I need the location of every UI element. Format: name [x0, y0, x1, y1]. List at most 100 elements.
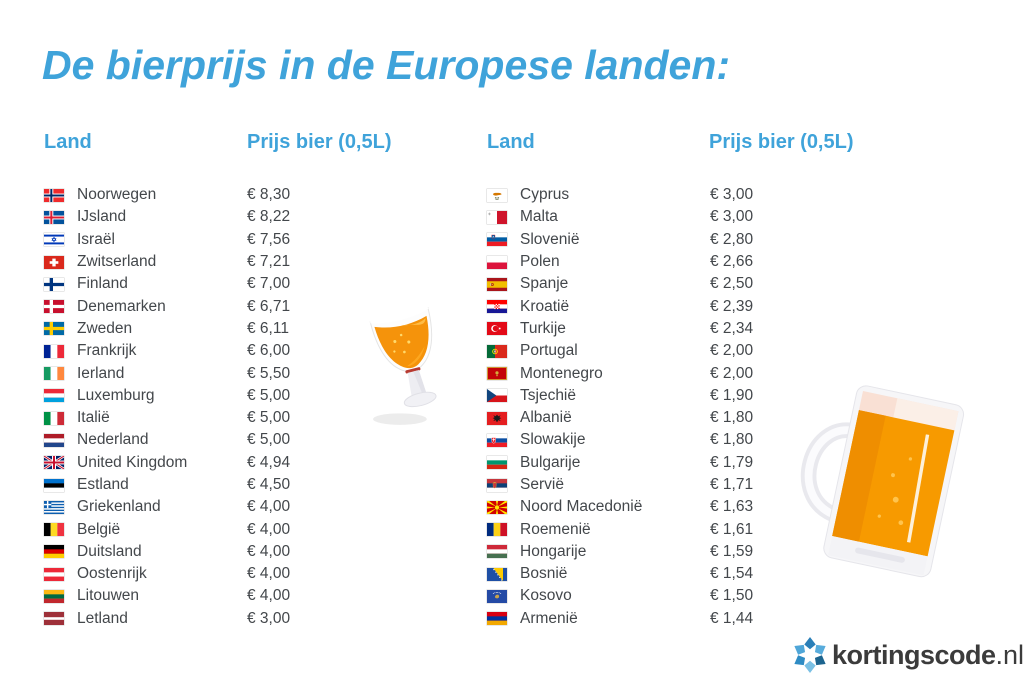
table-row: Ierland € 5,50 [44, 362, 290, 384]
flag-finland-icon [44, 277, 77, 291]
flag-iceland-icon [44, 210, 77, 224]
price-value: € 1,79 [710, 453, 754, 471]
country-name: Frankrijk [77, 342, 137, 360]
flag-estonia-icon [44, 478, 77, 492]
flag-sweden-icon [44, 322, 77, 336]
price-value: € 2,00 [710, 364, 754, 382]
brand-name: kortingscode [832, 639, 996, 670]
table-row: Kroatië € 2,39 [487, 295, 753, 317]
country-name: Griekenland [77, 498, 161, 516]
flag-belgium-icon [44, 523, 77, 537]
table-row: Albanië € 1,80 [487, 407, 753, 429]
flag-latvia-icon [44, 612, 77, 626]
flag-cyprus-icon [487, 188, 520, 202]
country-name: België [77, 520, 121, 538]
price-value: € 4,00 [247, 565, 291, 583]
beer-mug-icon [800, 385, 965, 578]
price-value: € 2,80 [710, 230, 754, 248]
country-name: Portugal [520, 342, 578, 360]
flag-kosovo-icon [487, 589, 520, 603]
price-value: € 3,00 [247, 609, 291, 627]
price-value: € 7,56 [247, 230, 291, 248]
country-name: Kosovo [520, 587, 572, 605]
flag-czechia-icon [487, 389, 520, 403]
brand-logo-icon [794, 636, 826, 674]
flag-norway-icon [44, 188, 77, 202]
price-value: € 2,50 [710, 275, 754, 293]
price-value: € 4,00 [247, 542, 291, 560]
country-name: Kroatië [520, 297, 570, 315]
beer-glass-icon [369, 306, 437, 425]
price-value: € 5,00 [247, 409, 291, 427]
table-row: Turkije € 2,34 [487, 318, 753, 340]
price-value: € 7,00 [247, 275, 291, 293]
beer-mug-illustration [783, 380, 988, 585]
price-value: € 1,50 [710, 587, 754, 605]
price-value: € 4,50 [247, 476, 291, 493]
price-value: € 1,63 [710, 498, 754, 516]
flag-luxembourg-icon [44, 389, 77, 403]
country-name: Finland [77, 275, 128, 293]
country-name: United Kingdom [77, 453, 188, 471]
price-value: € 1,54 [710, 565, 754, 583]
price-value: € 7,21 [247, 253, 291, 271]
country-name: Denemarken [77, 297, 166, 315]
flag-germany-icon [44, 545, 77, 559]
price-value: € 4,94 [247, 453, 291, 471]
brand-logo: kortingscode.nl [791, 636, 1024, 674]
flag-bosnia-icon [487, 567, 520, 581]
table-row: Armenië € 1,44 [487, 608, 753, 630]
flag-poland-icon [487, 255, 520, 269]
price-value: € 1,61 [710, 520, 754, 538]
country-name: Estland [77, 476, 129, 493]
price-value: € 1,59 [710, 542, 754, 560]
price-value: € 6,11 [247, 319, 289, 337]
country-name: Tsjechië [520, 386, 576, 404]
table-row: Malta € 3,00 [487, 206, 753, 228]
column-header-land-right: Land [487, 131, 535, 153]
flag-austria-icon [44, 567, 77, 581]
country-name: IJsland [77, 208, 127, 226]
country-name: Nederland [77, 431, 149, 449]
table-row: Oostenrijk € 4,00 [44, 563, 290, 585]
table-row: Kosovo € 1,50 [487, 585, 753, 607]
beer-glass-illustration [352, 298, 467, 433]
table-row: Finland € 7,00 [44, 273, 290, 295]
table-row: België € 4,00 [44, 518, 290, 540]
table-row: Zwitserland € 7,21 [44, 251, 290, 273]
country-name: Montenegro [520, 364, 603, 382]
table-row: Portugal € 2,00 [487, 340, 753, 362]
country-name: Polen [520, 253, 560, 271]
table-row: Roemenië € 1,61 [487, 518, 753, 540]
flag-spain-icon [487, 277, 520, 291]
table-row: Italië € 5,00 [44, 407, 290, 429]
flag-lithuania-icon [44, 589, 77, 603]
table-row: Bulgarije € 1,79 [487, 452, 753, 474]
flag-romania-icon [487, 523, 520, 537]
brand-wordmark: kortingscode.nl [832, 639, 1024, 670]
column-header-price-left: Prijs bier (0,5L) [247, 131, 392, 153]
flag-greece-icon [44, 500, 77, 514]
price-value: € 2,66 [710, 253, 754, 271]
country-name: Oostenrijk [77, 565, 147, 583]
table-row: Luxemburg € 5,00 [44, 385, 290, 407]
table-row: Frankrijk € 6,00 [44, 340, 290, 362]
beer-price-table-right: Cyprus € 3,00 Malta € 3,00 Slovenië € 2,80 Pol… [487, 184, 753, 630]
flag-albania-icon [487, 411, 520, 425]
table-row: United Kingdom € 4,94 [44, 452, 290, 474]
country-name: Albanië [520, 409, 572, 427]
table-row: Noord Macedonië € 1,63 [487, 496, 753, 518]
table-row: Litouwen € 4,00 [44, 585, 290, 607]
country-name: Israël [77, 230, 115, 248]
flag-bulgaria-icon [487, 456, 520, 470]
price-value: € 1,80 [710, 409, 754, 427]
country-name: Spanje [520, 275, 569, 293]
table-row: Noorwegen € 8,30 [44, 184, 290, 206]
column-header-land-left: Land [44, 131, 92, 153]
price-value: € 2,34 [710, 319, 754, 337]
flag-france-icon [44, 344, 77, 358]
country-name: Luxemburg [77, 386, 155, 404]
price-value: € 4,00 [247, 498, 291, 516]
country-name: Litouwen [77, 587, 140, 605]
country-name: Duitsland [77, 542, 142, 560]
